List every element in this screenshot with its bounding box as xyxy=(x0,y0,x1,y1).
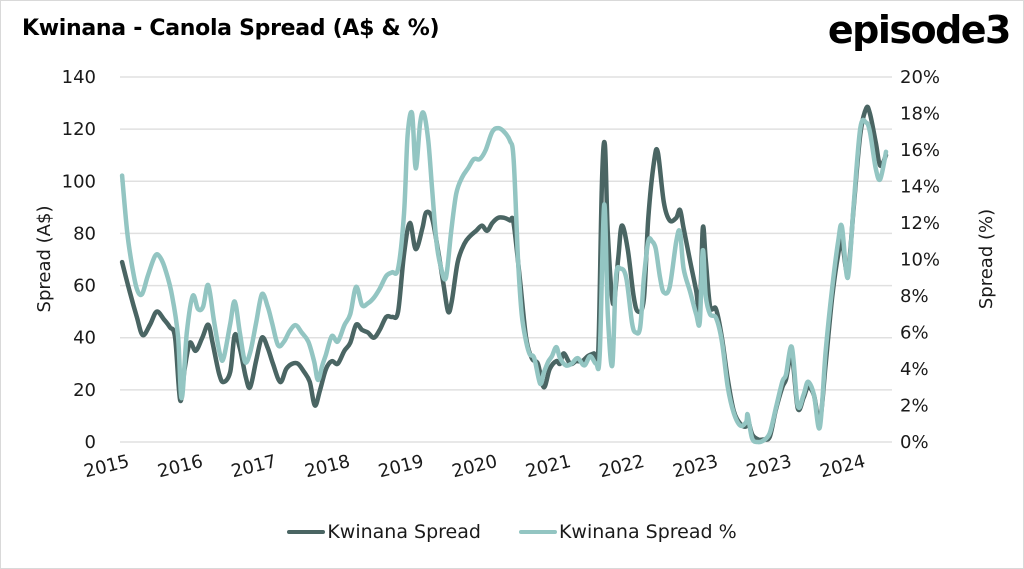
y-tick-label: 120 xyxy=(62,119,96,140)
chart-title: Kwinana - Canola Spread (A$ & %) xyxy=(22,16,440,41)
legend-swatch-kwinana-spread xyxy=(287,530,326,534)
legend-item-kwinana-spread-pct[interactable]: Kwinana Spread % xyxy=(518,521,737,543)
legend-label: Kwinana Spread xyxy=(327,521,481,543)
legend-label: Kwinana Spread % xyxy=(558,521,737,543)
x-tick-label: 2015 xyxy=(82,451,132,482)
right-y-axis-label: Spread (%) xyxy=(976,209,997,309)
x-tick-label: 2020 xyxy=(450,451,500,482)
x-axis: 2015 2016 2017 2018 2019 2020 2021 2022 2023 2023… xyxy=(82,451,868,482)
y-tick-label: 80 xyxy=(73,223,96,244)
y2-tick-label: 6% xyxy=(900,323,929,344)
y2-tick-label: 2% xyxy=(900,396,929,417)
brand-logo: episode3 xyxy=(827,8,1012,52)
x-tick-label: 2022 xyxy=(597,451,647,482)
y2-tick-label: 18% xyxy=(900,104,940,125)
x-tick-label: 2023 xyxy=(671,451,721,482)
y2-tick-label: 0% xyxy=(900,432,929,453)
y-tick-label: 0 xyxy=(85,432,96,453)
y-tick-label: 140 xyxy=(62,67,96,88)
x-tick-label: 2023 xyxy=(744,451,794,482)
x-tick-label: 2018 xyxy=(303,451,353,482)
x-tick-label: 2019 xyxy=(376,451,426,482)
series-line-kwinana-spread-pct xyxy=(119,109,889,445)
legend-item-kwinana-spread[interactable]: Kwinana Spread xyxy=(287,521,481,543)
y2-tick-label: 14% xyxy=(900,177,940,198)
x-tick-label: 2017 xyxy=(229,451,279,482)
y-tick-label: 100 xyxy=(62,171,96,192)
x-tick-label: 2024 xyxy=(818,451,868,482)
y-tick-label: 20 xyxy=(73,380,96,401)
series-lines xyxy=(119,104,889,445)
y2-tick-label: 4% xyxy=(900,359,929,380)
y2-tick-label: 20% xyxy=(900,67,940,88)
y2-tick-label: 8% xyxy=(900,286,929,307)
legend-swatch-kwinana-spread-pct xyxy=(518,530,557,534)
left-y-axis: 0 20 40 60 80 100 120 140 xyxy=(62,67,96,453)
x-tick-label: 2021 xyxy=(524,451,574,482)
y2-tick-label: 12% xyxy=(900,213,940,234)
y2-tick-label: 16% xyxy=(900,140,940,161)
y2-tick-label: 10% xyxy=(900,250,940,271)
left-y-axis-label: Spread (A$) xyxy=(34,206,55,313)
x-tick-label: 2016 xyxy=(156,451,206,482)
y-tick-label: 40 xyxy=(73,328,96,349)
legend: Kwinana Spread Kwinana Spread % xyxy=(0,521,1024,543)
right-y-axis: 0% 2% 4% 6% 8% 10% 12% 14% 16% 18% 20% xyxy=(900,67,940,453)
y-tick-label: 60 xyxy=(73,276,96,297)
